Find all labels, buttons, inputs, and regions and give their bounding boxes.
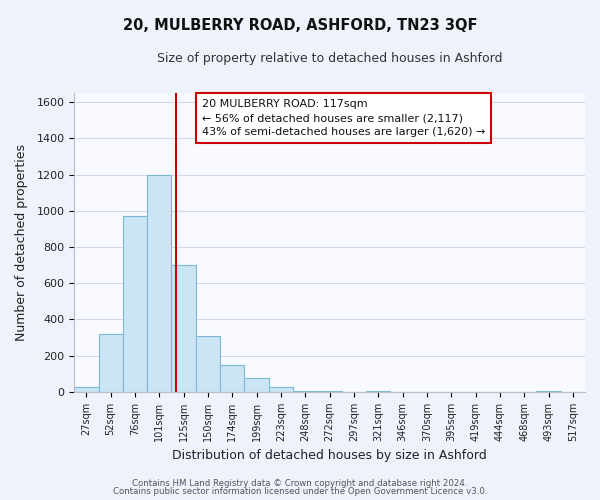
X-axis label: Distribution of detached houses by size in Ashford: Distribution of detached houses by size …	[172, 450, 487, 462]
Text: 20 MULBERRY ROAD: 117sqm
← 56% of detached houses are smaller (2,117)
43% of sem: 20 MULBERRY ROAD: 117sqm ← 56% of detach…	[202, 99, 485, 137]
Text: Contains HM Land Registry data © Crown copyright and database right 2024.: Contains HM Land Registry data © Crown c…	[132, 478, 468, 488]
Bar	[536, 391, 560, 392]
Bar	[293, 391, 317, 392]
Y-axis label: Number of detached properties: Number of detached properties	[15, 144, 28, 341]
Bar	[172, 265, 196, 392]
Bar	[123, 216, 147, 392]
Bar	[98, 334, 123, 392]
Bar	[244, 378, 269, 392]
Bar	[269, 386, 293, 392]
Text: 20, MULBERRY ROAD, ASHFORD, TN23 3QF: 20, MULBERRY ROAD, ASHFORD, TN23 3QF	[123, 18, 477, 32]
Bar	[147, 176, 172, 392]
Bar	[366, 391, 391, 392]
Bar	[196, 336, 220, 392]
Text: Contains public sector information licensed under the Open Government Licence v3: Contains public sector information licen…	[113, 487, 487, 496]
Bar	[220, 365, 244, 392]
Bar	[74, 386, 98, 392]
Bar	[317, 391, 342, 392]
Title: Size of property relative to detached houses in Ashford: Size of property relative to detached ho…	[157, 52, 502, 66]
